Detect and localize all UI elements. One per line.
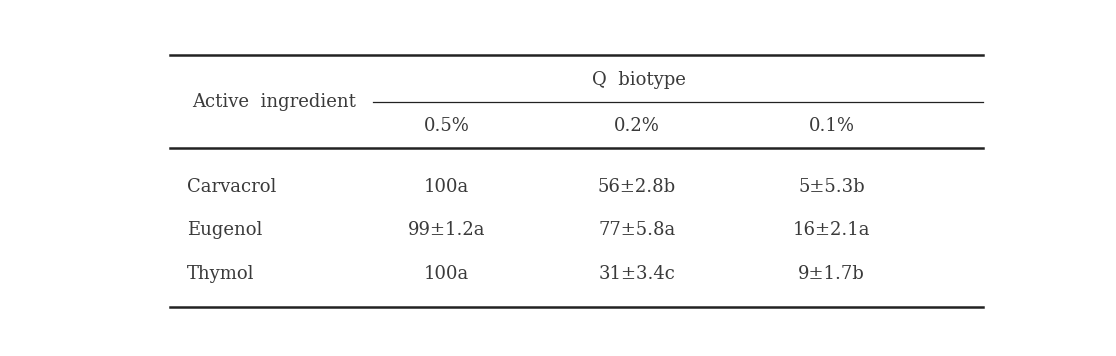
Text: 9±1.7b: 9±1.7b [798,265,865,283]
Text: 100a: 100a [424,178,469,196]
Text: 5±5.3b: 5±5.3b [798,178,865,196]
Text: Thymol: Thymol [187,265,254,283]
Text: 31±3.4c: 31±3.4c [598,265,675,283]
Text: 0.2%: 0.2% [614,117,660,135]
Text: 100a: 100a [424,265,469,283]
Text: Carvacrol: Carvacrol [187,178,277,196]
Text: Active  ingredient: Active ingredient [192,93,356,111]
Text: Eugenol: Eugenol [187,221,262,240]
Text: Q  biotype: Q biotype [593,71,686,89]
Text: 0.1%: 0.1% [808,117,855,135]
Text: 0.5%: 0.5% [424,117,470,135]
Text: 99±1.2a: 99±1.2a [407,221,485,240]
Text: 77±5.8a: 77±5.8a [598,221,675,240]
Text: 16±2.1a: 16±2.1a [792,221,870,240]
Text: 56±2.8b: 56±2.8b [598,178,676,196]
